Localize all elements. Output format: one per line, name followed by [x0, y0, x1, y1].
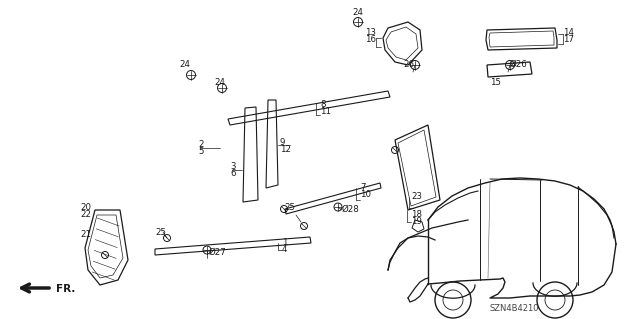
Text: 15: 15	[490, 78, 501, 87]
Text: 19: 19	[411, 217, 422, 226]
Text: 6: 6	[230, 169, 236, 178]
Text: 10: 10	[360, 190, 371, 199]
Text: 24: 24	[214, 78, 225, 87]
Text: 16: 16	[365, 35, 376, 44]
Text: 21: 21	[80, 230, 91, 239]
Text: 24: 24	[353, 8, 364, 17]
Text: 7: 7	[360, 183, 365, 192]
Text: 25: 25	[155, 228, 166, 237]
Text: 14: 14	[563, 28, 574, 37]
Text: 11: 11	[320, 107, 331, 116]
Text: Ø26: Ø26	[510, 60, 528, 69]
Text: 12: 12	[280, 145, 291, 154]
Text: 1: 1	[282, 238, 287, 247]
Text: 25: 25	[284, 203, 295, 212]
Text: Ø27: Ø27	[209, 248, 227, 257]
Text: 8: 8	[320, 100, 326, 109]
Text: 26: 26	[403, 60, 414, 69]
Text: SZN4B4210: SZN4B4210	[490, 304, 540, 313]
Text: 22: 22	[80, 210, 91, 219]
Text: FR.: FR.	[56, 284, 76, 294]
Text: 13: 13	[365, 28, 376, 37]
Text: 9: 9	[280, 138, 285, 147]
Text: 4: 4	[282, 245, 287, 254]
Text: 2: 2	[198, 140, 204, 149]
Text: 24: 24	[179, 60, 191, 69]
Text: 3: 3	[230, 162, 236, 171]
Text: 18: 18	[411, 210, 422, 219]
Text: 20: 20	[80, 203, 91, 212]
Text: 23: 23	[411, 192, 422, 201]
Text: Ø28: Ø28	[342, 205, 360, 214]
Text: 17: 17	[563, 35, 574, 44]
Text: 5: 5	[198, 147, 204, 156]
